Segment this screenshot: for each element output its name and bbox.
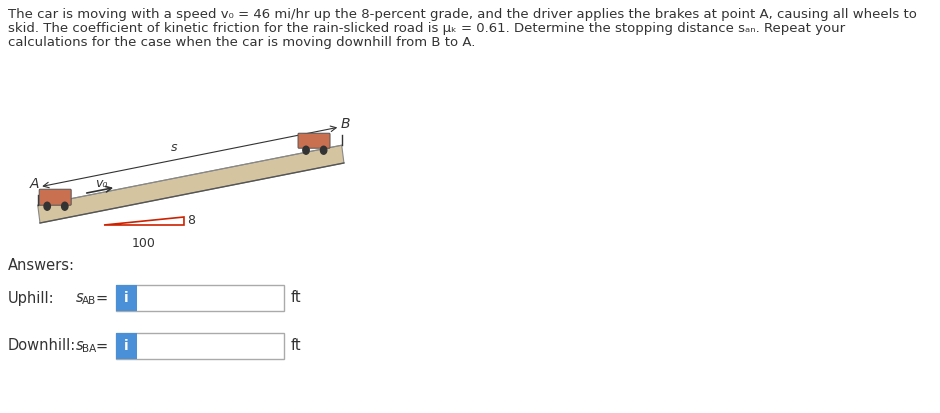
Text: B: B: [340, 117, 350, 131]
Text: skid. The coefficient of kinetic friction for the rain-slicked road is μₖ = 0.61: skid. The coefficient of kinetic frictio…: [8, 22, 845, 35]
Circle shape: [44, 202, 51, 210]
Text: s: s: [76, 339, 84, 354]
Text: s: s: [76, 290, 84, 306]
Text: i: i: [124, 339, 129, 353]
Text: A: A: [30, 177, 39, 191]
Text: =: =: [96, 339, 108, 354]
Text: v₀: v₀: [95, 176, 108, 190]
Text: Uphill:: Uphill:: [8, 290, 55, 306]
Text: Answers:: Answers:: [8, 258, 75, 273]
Text: Downhill:: Downhill:: [8, 339, 76, 354]
FancyBboxPatch shape: [116, 333, 284, 359]
Polygon shape: [38, 145, 344, 223]
Text: 100: 100: [132, 237, 156, 250]
Circle shape: [62, 202, 68, 210]
FancyBboxPatch shape: [116, 333, 137, 359]
FancyBboxPatch shape: [116, 285, 284, 311]
Text: i: i: [124, 291, 129, 305]
Circle shape: [303, 146, 309, 154]
Text: 8: 8: [187, 214, 196, 228]
FancyBboxPatch shape: [298, 133, 330, 148]
FancyBboxPatch shape: [116, 285, 137, 311]
Text: s: s: [170, 141, 177, 154]
Text: AB: AB: [83, 296, 97, 306]
FancyBboxPatch shape: [39, 189, 71, 205]
Circle shape: [321, 146, 327, 154]
Text: ft: ft: [290, 290, 301, 306]
Text: calculations for the case when the car is moving downhill from B to A.: calculations for the case when the car i…: [8, 36, 476, 49]
Text: BA: BA: [83, 344, 97, 354]
Text: The car is moving with a speed v₀ = 46 mi/hr up the 8-percent grade, and the dri: The car is moving with a speed v₀ = 46 m…: [8, 8, 916, 21]
Text: ft: ft: [290, 339, 301, 354]
Text: =: =: [96, 290, 108, 306]
